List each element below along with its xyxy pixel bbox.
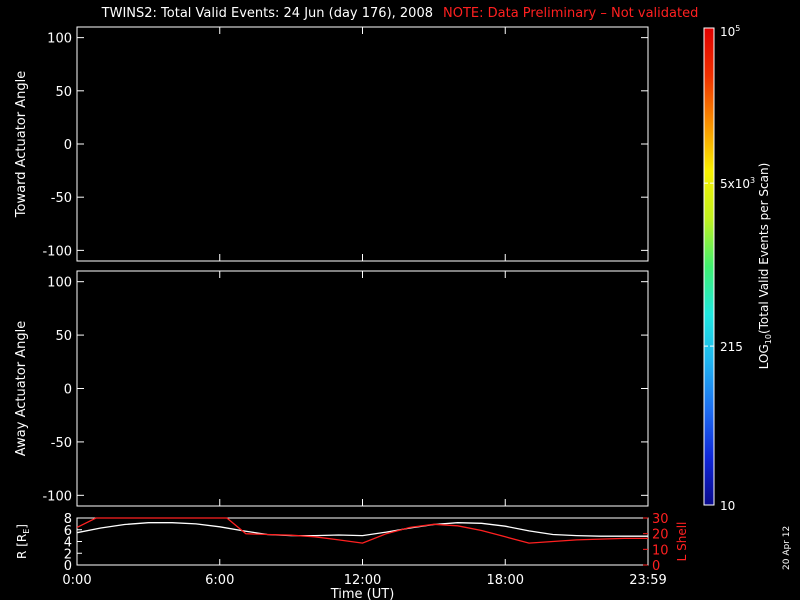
- y-tick-label: 0: [64, 383, 72, 398]
- heatmap-panel-1: 100 50 0 -50 -100 Toward Actuator Angle: [14, 26, 649, 262]
- series-line-r: [76, 522, 648, 537]
- colorbar: [703, 27, 715, 506]
- x-tick-label: 12:00: [344, 573, 381, 588]
- y-tick-label: 4: [64, 536, 72, 551]
- y-tick-label: 6: [64, 524, 72, 539]
- y-axis-label-left: R [RE]: [15, 524, 31, 559]
- y-tick-label: -50: [51, 436, 72, 451]
- y-tick-label: -50: [51, 191, 72, 206]
- y-tick-label: 50: [55, 329, 72, 344]
- y-tick-label: 100: [47, 32, 72, 47]
- y-tick-label: -100: [42, 244, 72, 259]
- y-tick-label: 50: [55, 85, 72, 100]
- y-tick-label-right: 0: [652, 559, 660, 574]
- title-main: TWINS2: Total Valid Events: 24 Jun (day …: [101, 6, 433, 21]
- colorbar-label: LOG10(Total Valid Events per Scan): [757, 163, 773, 370]
- chart-title: TWINS2: Total Valid Events: 24 Jun (day …: [0, 6, 800, 21]
- y-axis-label: Toward Actuator Angle: [14, 71, 29, 218]
- side-date-label: 20 Apr 12: [782, 525, 792, 570]
- y-tick-label: 0: [64, 559, 72, 574]
- y-tick-label: 0: [64, 138, 72, 153]
- series-line-l-shell: [76, 517, 648, 544]
- y-tick-label-right: 10: [652, 543, 669, 558]
- y-tick-label-right: 20: [652, 528, 669, 543]
- title-note: NOTE: Data Preliminary – Not validated: [443, 6, 699, 21]
- x-tick-label: 0:00: [62, 573, 91, 588]
- heatmap-panel-2: 100 50 0 -50 -100 Away Actuator Angle: [14, 270, 649, 507]
- x-tick-label: 23:59: [629, 573, 666, 588]
- colorbar-tick-label: 105: [720, 24, 740, 39]
- panel-frame: [76, 270, 649, 507]
- y-tick-label: 100: [47, 276, 72, 291]
- y-tick-label: 8: [64, 512, 72, 527]
- colorbar-tick-label: 10: [720, 499, 735, 513]
- x-tick-label: 6:00: [205, 573, 234, 588]
- colorbar-tick-label: 215: [720, 340, 743, 354]
- y-axis-label: Away Actuator Angle: [14, 321, 29, 456]
- y-tick-label: -100: [42, 489, 72, 504]
- panel-frame: [76, 26, 649, 262]
- y-axis-label-right: L Shell: [675, 522, 689, 562]
- x-axis-label: Time (UT): [330, 587, 395, 600]
- y-tick-label: 2: [64, 547, 72, 562]
- x-tick-label: 18:00: [487, 573, 524, 588]
- y-tick-label-right: 30: [652, 512, 669, 527]
- colorbar-tick-label: 5x103: [720, 176, 755, 191]
